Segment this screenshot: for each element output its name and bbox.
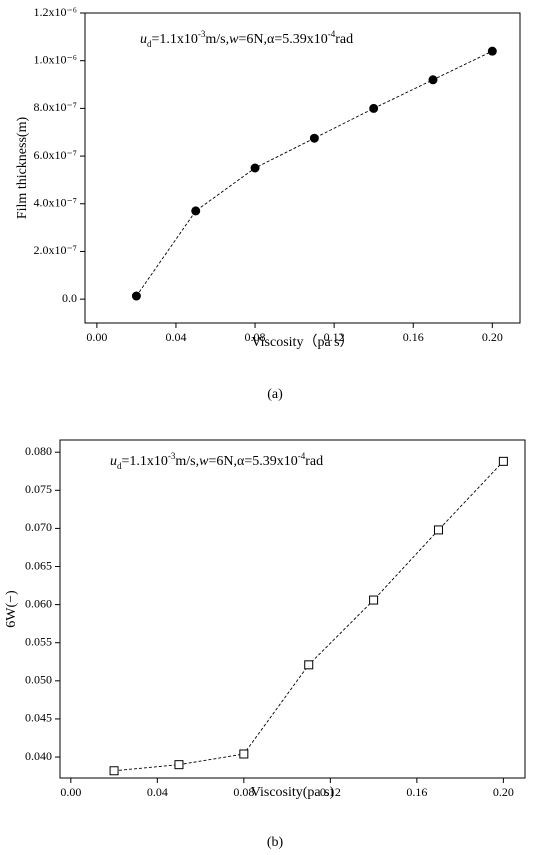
marker bbox=[174, 760, 184, 770]
plot-frame bbox=[59, 439, 526, 779]
y-tick-label: 0.055 bbox=[25, 634, 52, 648]
marker bbox=[309, 133, 319, 143]
x-tick-label: 0.16 bbox=[406, 785, 427, 799]
marker bbox=[304, 660, 314, 670]
annotation-part: w bbox=[199, 454, 209, 469]
x-tick-label: 0.16 bbox=[403, 330, 424, 344]
y-tick-label: 0.080 bbox=[25, 444, 52, 458]
annotation-part: d bbox=[147, 39, 152, 49]
annotation-part: u bbox=[110, 454, 117, 469]
y-tick-label: 0.060 bbox=[25, 596, 52, 610]
x-tick-label: 0.04 bbox=[147, 785, 168, 799]
x-tick-label: 0.12 bbox=[320, 785, 341, 799]
x-axis-label: Viscosity(pa s) bbox=[251, 785, 335, 800]
annotation-part: rad bbox=[335, 32, 353, 47]
annotation-part: m/s, bbox=[175, 454, 199, 469]
marker bbox=[433, 525, 443, 535]
annotation-part: u bbox=[140, 32, 147, 47]
marker bbox=[109, 766, 119, 776]
annotation-part: w bbox=[229, 32, 239, 47]
annotation-part: rad bbox=[305, 454, 323, 469]
y-tick-label: 0.040 bbox=[25, 749, 52, 763]
y-axis-label: Film thickness(m) bbox=[15, 117, 30, 220]
y-tick-label: 4.0x10⁻⁷ bbox=[33, 196, 77, 210]
y-tick-label: 0.070 bbox=[25, 520, 52, 534]
x-tick-label: 0.20 bbox=[493, 785, 514, 799]
series-line bbox=[136, 50, 493, 297]
annotation-part: -3 bbox=[198, 29, 206, 39]
marker bbox=[250, 163, 260, 173]
y-tick-label: 1.0x10⁻⁶ bbox=[33, 52, 77, 66]
annotation-part: -4 bbox=[298, 451, 306, 461]
marker bbox=[369, 103, 379, 113]
x-tick-label: 0.12 bbox=[324, 330, 345, 344]
marker bbox=[191, 206, 201, 216]
annotation: ud=1.1x10-3m/s,w=6N,α=5.39x10-4rad bbox=[140, 29, 353, 49]
y-tick-label: 1.2x10⁻⁶ bbox=[33, 5, 77, 19]
annotation-part: =6N,α=5.39x10 bbox=[208, 454, 297, 469]
y-tick-label: 0.0 bbox=[62, 291, 77, 305]
annotation-part: m/s, bbox=[205, 32, 229, 47]
annotation-part: d bbox=[117, 461, 122, 471]
y-tick-label: 0.050 bbox=[25, 673, 52, 687]
marker bbox=[131, 291, 141, 301]
caption: (b) bbox=[267, 835, 284, 850]
annotation-part: -3 bbox=[168, 451, 176, 461]
caption: (a) bbox=[267, 387, 283, 402]
annotation-part: =1.1x10 bbox=[122, 454, 168, 469]
annotation-part: -4 bbox=[328, 29, 336, 39]
x-tick-label: 0.08 bbox=[233, 785, 254, 799]
marker bbox=[239, 749, 249, 759]
y-tick-label: 0.045 bbox=[25, 711, 52, 725]
x-tick-label: 0.04 bbox=[165, 330, 186, 344]
annotation-part: =6N,α=5.39x10 bbox=[238, 32, 327, 47]
series-line bbox=[114, 461, 504, 772]
marker bbox=[487, 46, 497, 56]
y-tick-label: 0.075 bbox=[25, 482, 52, 496]
annotation-part: =1.1x10 bbox=[152, 32, 198, 47]
marker bbox=[369, 595, 379, 605]
plot-frame bbox=[84, 12, 521, 324]
y-tick-label: 8.0x10⁻⁷ bbox=[33, 100, 77, 114]
y-tick-label: 2.0x10⁻⁷ bbox=[33, 243, 77, 257]
x-tick-label: 0.08 bbox=[245, 330, 266, 344]
marker bbox=[428, 75, 438, 85]
annotation: ud=1.1x10-3m/s,w=6N,α=5.39x10-4rad bbox=[110, 451, 323, 471]
x-tick-label: 0.00 bbox=[86, 330, 107, 344]
y-tick-label: 0.065 bbox=[25, 558, 52, 572]
y-axis-label: 6W(−) bbox=[4, 590, 19, 628]
marker bbox=[498, 456, 508, 466]
x-axis-label: Viscosity（pa s） bbox=[251, 334, 353, 350]
y-tick-label: 6.0x10⁻⁷ bbox=[33, 148, 77, 162]
x-tick-label: 0.20 bbox=[482, 330, 503, 344]
x-tick-label: 0.00 bbox=[60, 785, 81, 799]
